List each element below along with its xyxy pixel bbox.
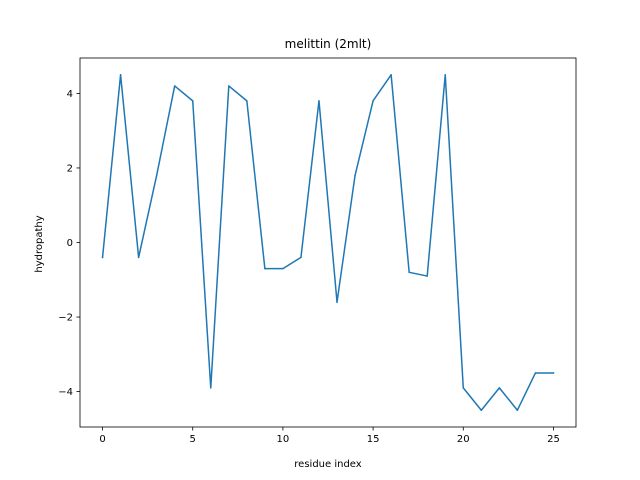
data-point [173, 85, 176, 87]
data-point [210, 387, 212, 389]
data-point [155, 174, 158, 177]
x-tick-label: 20 [457, 434, 470, 445]
chart-title: melittin (2mlt) [285, 37, 372, 51]
data-point [336, 301, 338, 303]
data-point [137, 256, 140, 259]
data-point [534, 372, 537, 374]
x-tick-label: 0 [99, 434, 105, 445]
data-point [282, 267, 284, 270]
y-tick-label: 2 [67, 163, 73, 174]
data-point [246, 100, 248, 102]
y-tick-label: 4 [67, 89, 73, 100]
data-point [390, 74, 392, 76]
y-tick-label: 0 [67, 238, 73, 249]
y-axis-label: hydropathy [34, 215, 45, 272]
data-point [516, 409, 519, 411]
data-point [354, 174, 356, 177]
x-tick-label: 15 [367, 434, 380, 445]
data-point [264, 267, 266, 270]
data-point [408, 271, 410, 274]
y-tick-label: −4 [58, 387, 73, 398]
data-point [444, 74, 446, 76]
data-point [480, 409, 483, 411]
x-tick-label: 25 [547, 434, 560, 445]
data-point [119, 74, 122, 76]
data-point [552, 372, 555, 374]
x-axis-label: residue index [294, 459, 361, 470]
series-line [101, 74, 555, 411]
x-tick-label: 5 [190, 434, 196, 445]
x-tick-label: 10 [277, 434, 290, 445]
data-point [228, 85, 230, 87]
data-point [318, 100, 320, 102]
data-point [191, 100, 194, 102]
y-tick-label: −2 [58, 313, 73, 324]
data-point [372, 100, 374, 102]
data-point [101, 256, 104, 259]
data-point [300, 256, 302, 259]
axes: 0 5 10 15 20 25 −4 −2 0 2 4 [58, 57, 577, 445]
data-point [498, 387, 501, 389]
data-point [426, 275, 428, 277]
plot-area [101, 74, 555, 411]
data-point [462, 387, 465, 389]
